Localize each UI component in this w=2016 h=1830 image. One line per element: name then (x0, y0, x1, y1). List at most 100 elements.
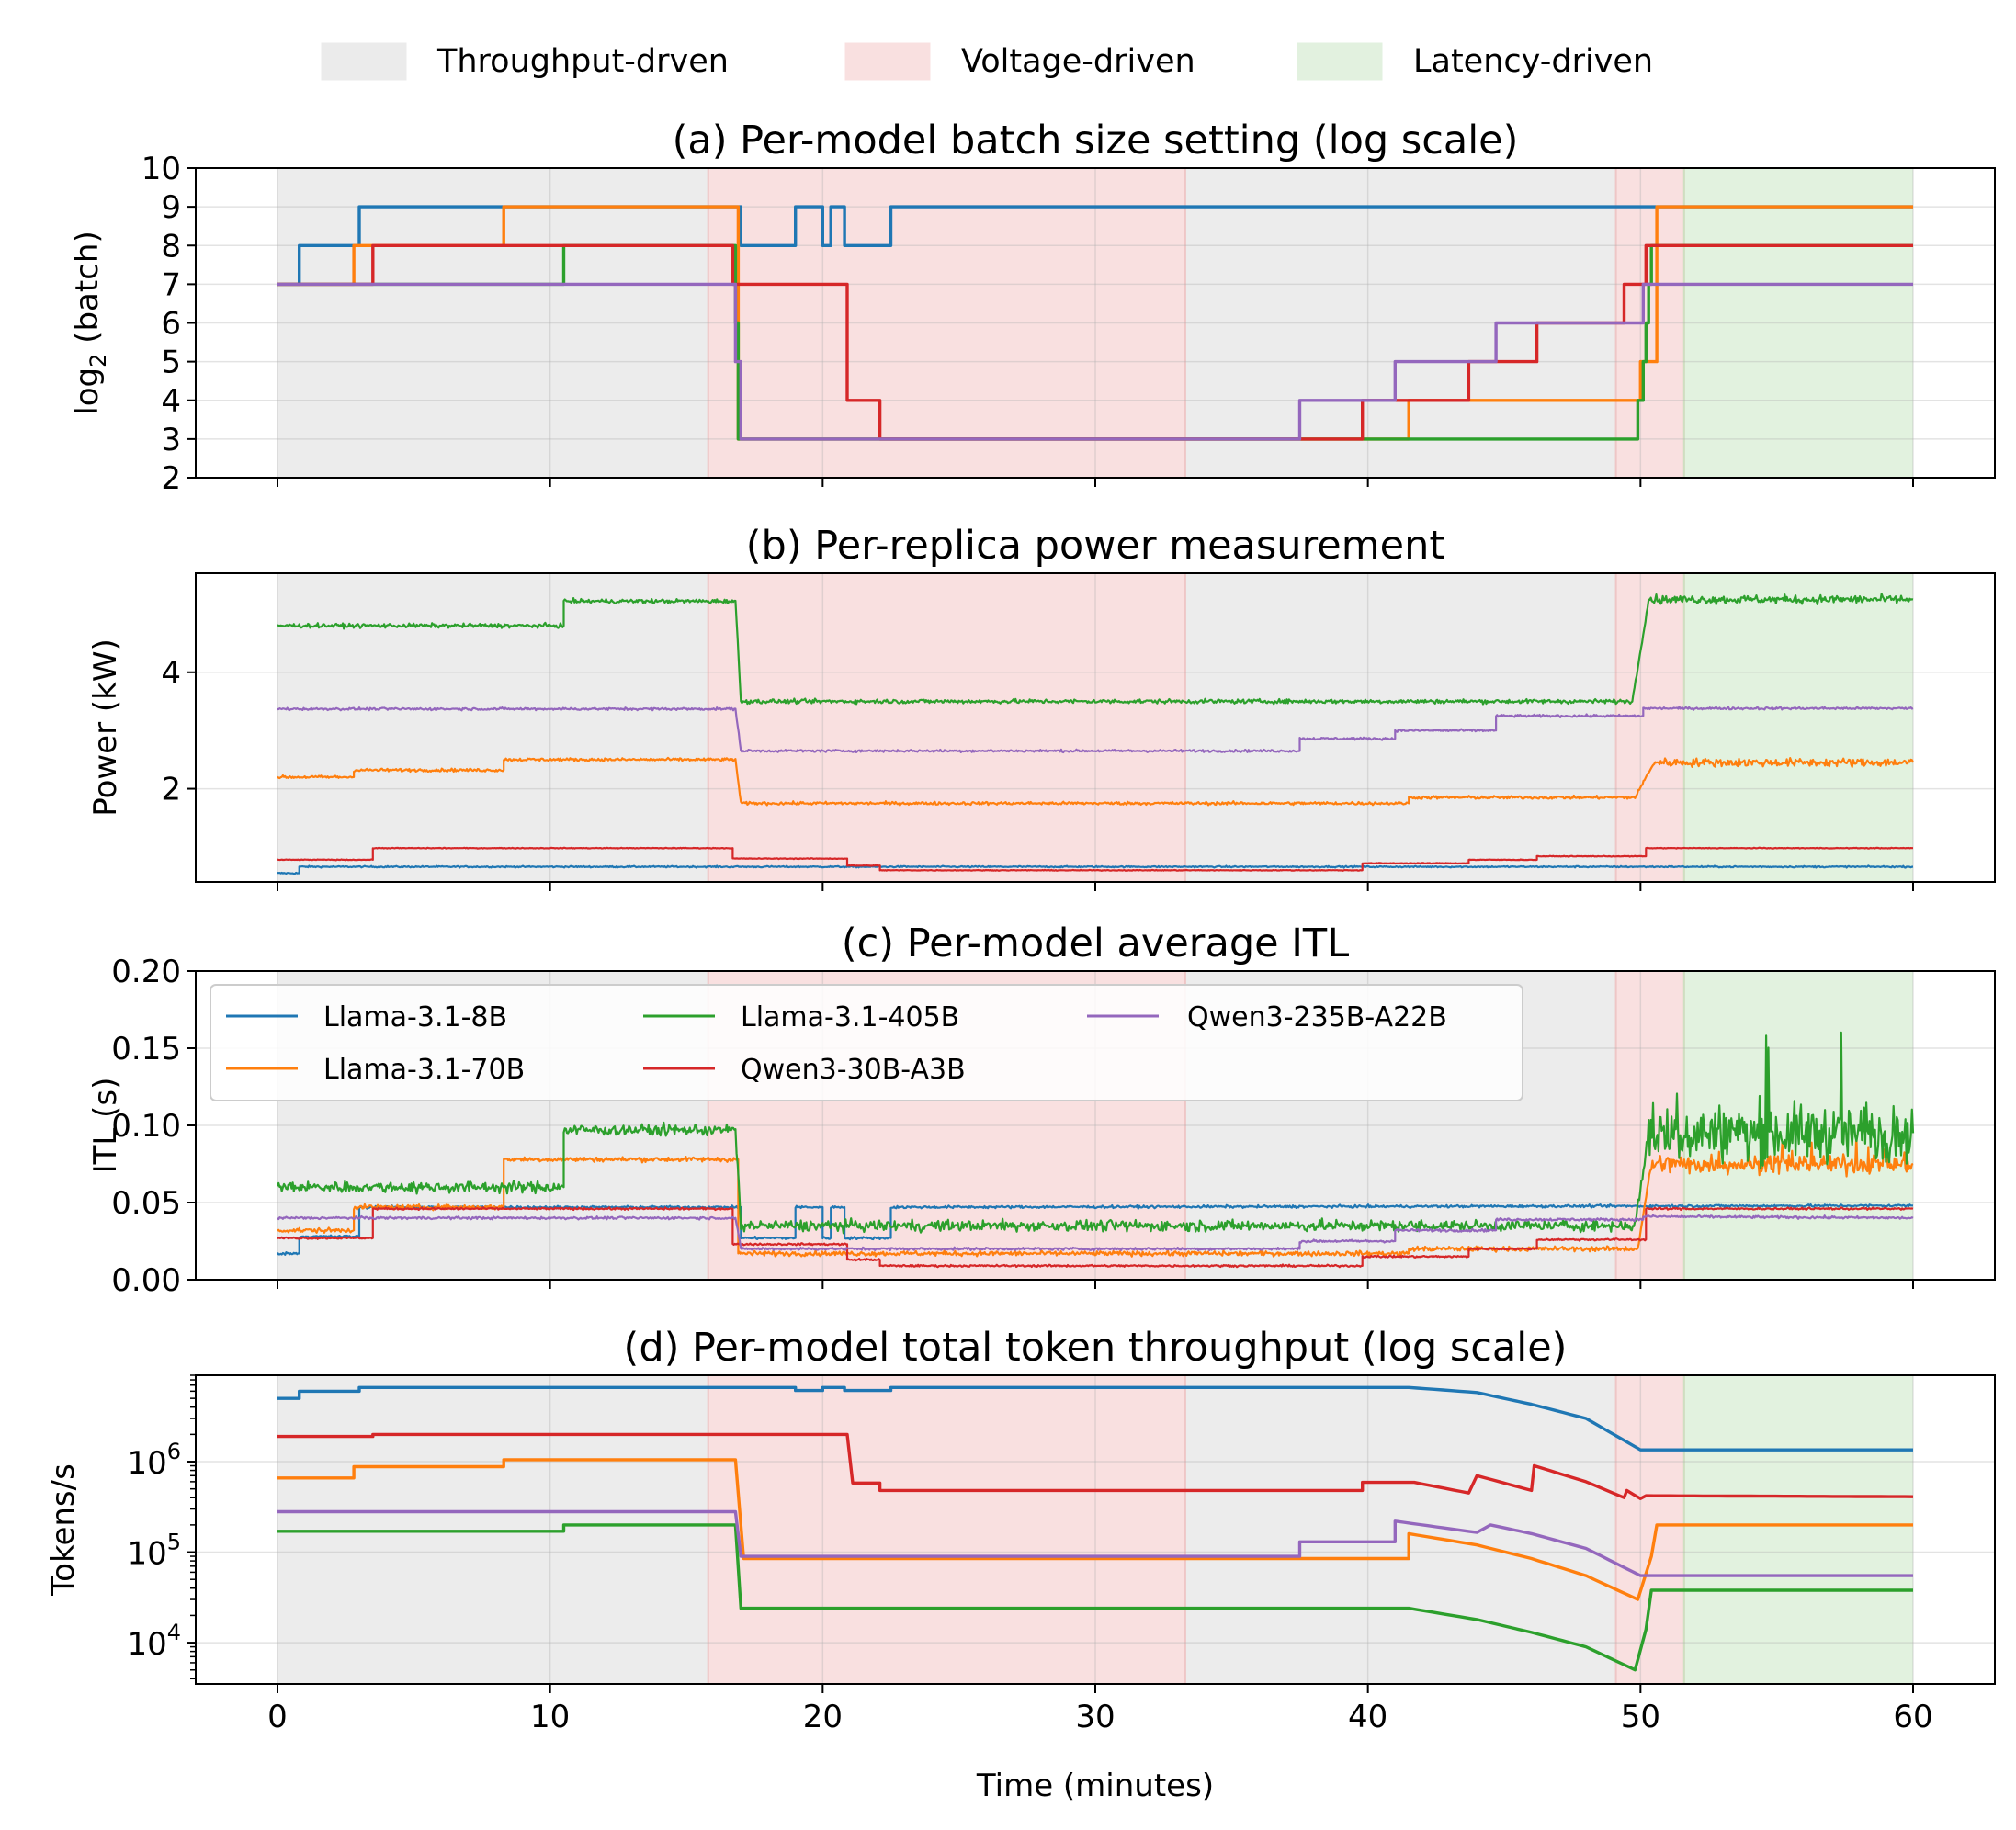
series (276, 1031, 1915, 1269)
series-line-qwen3-30b-a3b (277, 846, 1913, 872)
series-line-llama-3-1-8b (277, 205, 1913, 287)
grid (196, 1375, 1995, 1684)
series-line-llama-3-1-70b (277, 1134, 1914, 1258)
y-tick-label: 0.20 (111, 954, 181, 990)
series-line-qwen3-235b-a22b (277, 706, 1914, 754)
legend-label: Qwen3-235B-A22B (1187, 1001, 1447, 1034)
y-tick-label: 9 (161, 189, 181, 226)
y-tick-base: 10 (127, 1445, 166, 1482)
series (277, 205, 1913, 441)
series-line-qwen3-235b-a22b (277, 1214, 1914, 1252)
y-tick-exponent: 4 (167, 1620, 181, 1645)
phase-legend-label: Voltage-driven (961, 43, 1195, 80)
y-tick-label: 104 (127, 1620, 181, 1663)
phase-legend-swatch (844, 42, 931, 81)
phase-legend-label: Throughput-drven (436, 43, 729, 80)
legend-label: Llama-3.1-70B (323, 1054, 525, 1086)
y-axis-label: Tokens/s (45, 1463, 82, 1597)
y-tick-base: 10 (127, 1626, 166, 1663)
y-tick-exponent: 6 (167, 1439, 181, 1464)
series-line-llama-3-1-405b (276, 1031, 1915, 1235)
phase-band (708, 1375, 1185, 1684)
y-tick-label: 4 (161, 383, 181, 420)
y-tick-label: 0.15 (111, 1031, 181, 1068)
series (277, 593, 1915, 875)
phase-band (277, 573, 708, 882)
legend-box (210, 984, 1523, 1101)
phase-shading (277, 1375, 1913, 1684)
y-tick-label: 0.05 (111, 1185, 181, 1222)
phase-shading (277, 573, 1913, 882)
phase-band (1184, 1375, 1616, 1684)
series-line-llama-3-1-70b (277, 756, 1915, 807)
y-tick-label: 4 (161, 655, 181, 692)
panel-itl: 0.00 0.05 0.10 0.15 0.20 (c) Per-model averag… (87, 921, 1996, 1299)
y-tick-label: 7 (161, 266, 181, 303)
y-axis-label: log2 (batch) (69, 231, 111, 414)
y-tick-label: 106 (127, 1439, 181, 1482)
y-tick-label: 10 (142, 151, 181, 187)
legend-label: Qwen3-30B-A3B (741, 1054, 966, 1086)
panel-title: (d) Per-model total token throughput (lo… (624, 1325, 1568, 1371)
x-tick-label: 20 (803, 1699, 843, 1735)
series-line-qwen3-30b-a3b (277, 1432, 1914, 1500)
x-tick-label: 40 (1348, 1699, 1387, 1735)
series-line-llama-3-1-70b (277, 1458, 1913, 1601)
legend-label: Llama-3.1-405B (741, 1001, 959, 1034)
panel-title: (a) Per-model batch size setting (log sc… (673, 118, 1519, 164)
phase-band (277, 1375, 708, 1684)
y-tick-label: 0.00 (111, 1262, 181, 1299)
x-tick-label: 60 (1893, 1699, 1932, 1735)
panel-power: 2 4 (b) Per-replica power measurement Power… (87, 523, 1996, 891)
grid (196, 573, 1995, 882)
legend-label: Llama-3.1-8B (323, 1001, 507, 1034)
series-legend: Llama-3.1-8B Llama-3.1-70B Llama-3.1-405B Q… (210, 984, 1523, 1101)
phase-band (1683, 168, 1913, 478)
x-tick-label: 0 (267, 1699, 288, 1735)
x-tick-label: 10 (530, 1699, 570, 1735)
phase-band (708, 168, 1185, 478)
series-line-llama-3-1-8b (277, 864, 1914, 875)
phase-legend: Throughput-drven Voltage-driven Latency-dr… (321, 42, 1653, 81)
phase-band (277, 168, 708, 478)
series-line-qwen3-235b-a22b (277, 282, 1913, 441)
panel-title: (b) Per-replica power measurement (746, 523, 1444, 569)
x-tick-label: 30 (1075, 1699, 1115, 1735)
series (277, 1385, 1914, 1672)
phase-band (1184, 573, 1616, 882)
series-line-qwen3-235b-a22b (277, 1509, 1913, 1577)
series-line-llama-3-1-8b (277, 1203, 1914, 1256)
y-tick-label: 0.10 (111, 1108, 181, 1145)
x-axis-label: Time (minutes) (976, 1768, 1214, 1804)
y-tick-exponent: 5 (167, 1530, 181, 1555)
phase-band (1683, 1375, 1913, 1684)
phase-legend-swatch (1297, 42, 1383, 81)
y-tick-label: 8 (161, 228, 181, 265)
phase-band (1615, 573, 1684, 882)
series-line-qwen3-30b-a3b (277, 243, 1913, 441)
x-tick-label: 50 (1621, 1699, 1660, 1735)
series-line-qwen3-30b-a3b (277, 1206, 1914, 1269)
y-tick-label: 105 (127, 1530, 181, 1573)
phase-band (708, 573, 1185, 882)
y-tick-base: 10 (127, 1536, 166, 1573)
series-line-llama-3-1-405b (277, 1523, 1913, 1672)
series-line-llama-3-1-8b (277, 1385, 1913, 1452)
y-axis-label: Power (kW) (87, 638, 124, 816)
y-tick-label: 2 (161, 772, 181, 808)
phase-legend-label: Latency-driven (1413, 43, 1653, 80)
panel-title: (c) Per-model average ITL (842, 921, 1349, 966)
y-tick-label: 6 (161, 306, 181, 343)
y-tick-label: 3 (161, 422, 181, 458)
series-line-llama-3-1-405b (277, 593, 1914, 706)
phase-legend-swatch (321, 42, 407, 81)
y-tick-label: 5 (161, 345, 181, 381)
y-tick-label: 2 (161, 460, 181, 497)
phase-band (1615, 1375, 1684, 1684)
y-axis-label: ITL (s) (87, 1078, 124, 1174)
phase-band (1683, 573, 1913, 882)
